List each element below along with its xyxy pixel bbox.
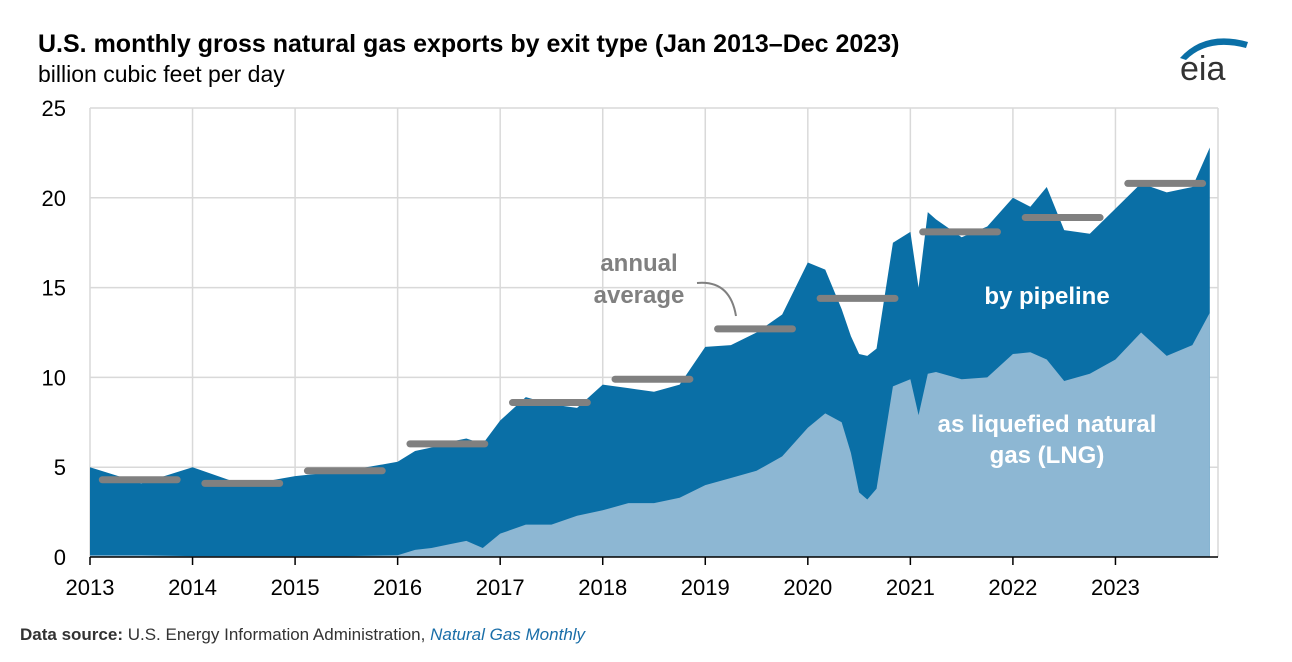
y-tick-label: 10 [42,365,66,390]
annual-average-label-line1: annual [600,250,677,277]
x-tick-label: 2018 [578,575,627,600]
x-tick-label: 2014 [168,575,217,600]
x-tick-label: 2013 [66,575,115,600]
annual-average-label-line2: average [594,282,685,309]
x-tick-label: 2017 [476,575,525,600]
eia-logo-swoosh [1180,38,1248,60]
annotation-leader-line [696,281,737,317]
lng-label-line1: as liquefied natural [938,411,1157,438]
x-tick-label: 2019 [681,575,730,600]
x-axis: 2013 2014 2015 2016 2017 2018 2019 2020 2021 2022… [66,556,1218,600]
chart-subtitle: billion cubic feet per day [38,61,285,87]
y-axis: 0 5 10 15 20 25 [42,96,66,570]
x-tick-label: 2021 [886,575,935,600]
y-tick-label: 15 [42,276,66,301]
y-tick-label: 5 [54,455,66,480]
lng-area [90,312,1210,557]
chart-title: U.S. monthly gross natural gas exports b… [38,30,899,58]
data-source-label: Data source: [20,625,123,644]
eia-logo: eia [1180,38,1248,88]
annual-average-bars [98,179,1207,487]
x-tick-label: 2022 [988,575,1037,600]
data-source: Data source: U.S. Energy Information Adm… [20,625,587,644]
y-tick-label: 20 [42,186,66,211]
data-source-text: U.S. Energy Information Administration, [128,625,426,644]
y-tick-label: 0 [54,545,66,570]
x-tick-label: 2020 [783,575,832,600]
x-tick-label: 2023 [1091,575,1140,600]
plot-areas [90,147,1210,557]
eia-logo-text: eia [1180,50,1225,88]
data-source-publication: Natural Gas Monthly [430,625,586,644]
pipeline-label: by pipeline [984,283,1109,310]
x-tick-label: 2015 [271,575,320,600]
y-tick-label: 25 [42,96,66,121]
annotation-annual-average: annual average [594,250,737,317]
x-tick-label: 2016 [373,575,422,600]
lng-label-line2: gas (LNG) [990,442,1105,469]
